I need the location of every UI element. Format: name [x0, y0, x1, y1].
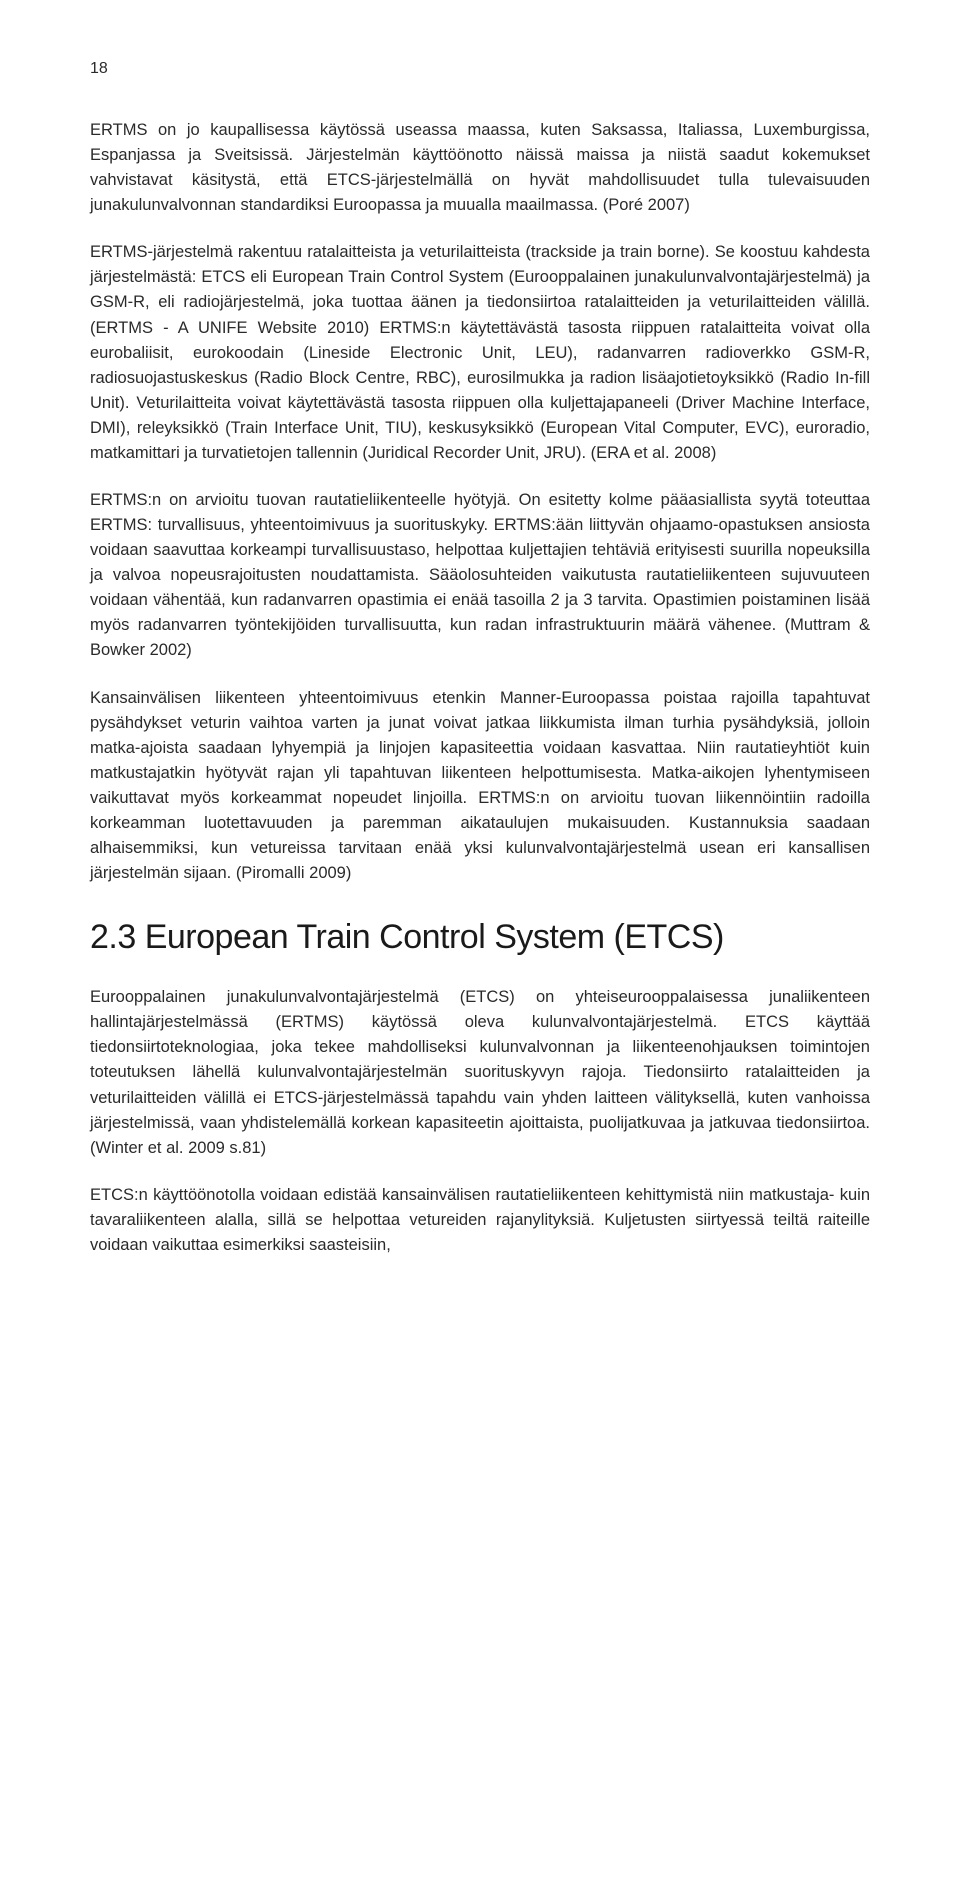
paragraph-4: Kansainvälisen liikenteen yhteentoimivuu…: [90, 686, 870, 887]
document-page: 18 ERTMS on jo kaupallisessa käytössä us…: [0, 0, 960, 1320]
paragraph-2: ERTMS-järjestelmä rakentuu ratalaitteist…: [90, 240, 870, 466]
section-heading-2-3: 2.3 European Train Control System (ETCS): [90, 918, 870, 957]
paragraph-1: ERTMS on jo kaupallisessa käytössä useas…: [90, 118, 870, 218]
paragraph-5: Eurooppalainen junakulunvalvontajärjeste…: [90, 985, 870, 1161]
page-number: 18: [90, 60, 870, 78]
paragraph-3: ERTMS:n on arvioitu tuovan rautatieliike…: [90, 488, 870, 664]
paragraph-6: ETCS:n käyttöönotolla voidaan edistää ka…: [90, 1183, 870, 1258]
